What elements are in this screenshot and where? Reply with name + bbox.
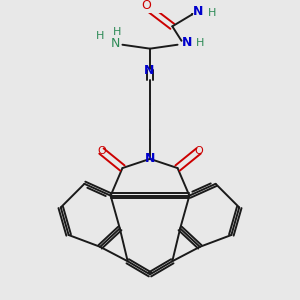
Text: N: N xyxy=(145,152,155,165)
Text: N: N xyxy=(182,36,192,49)
Text: H: H xyxy=(96,31,104,40)
Text: O: O xyxy=(141,0,151,12)
Text: H: H xyxy=(196,38,204,48)
Text: H: H xyxy=(113,27,122,37)
Text: O: O xyxy=(97,146,106,156)
Text: H: H xyxy=(208,8,216,18)
Text: N: N xyxy=(111,37,121,50)
Text: N: N xyxy=(143,64,154,77)
Text: N: N xyxy=(194,5,204,18)
Text: O: O xyxy=(194,146,203,156)
